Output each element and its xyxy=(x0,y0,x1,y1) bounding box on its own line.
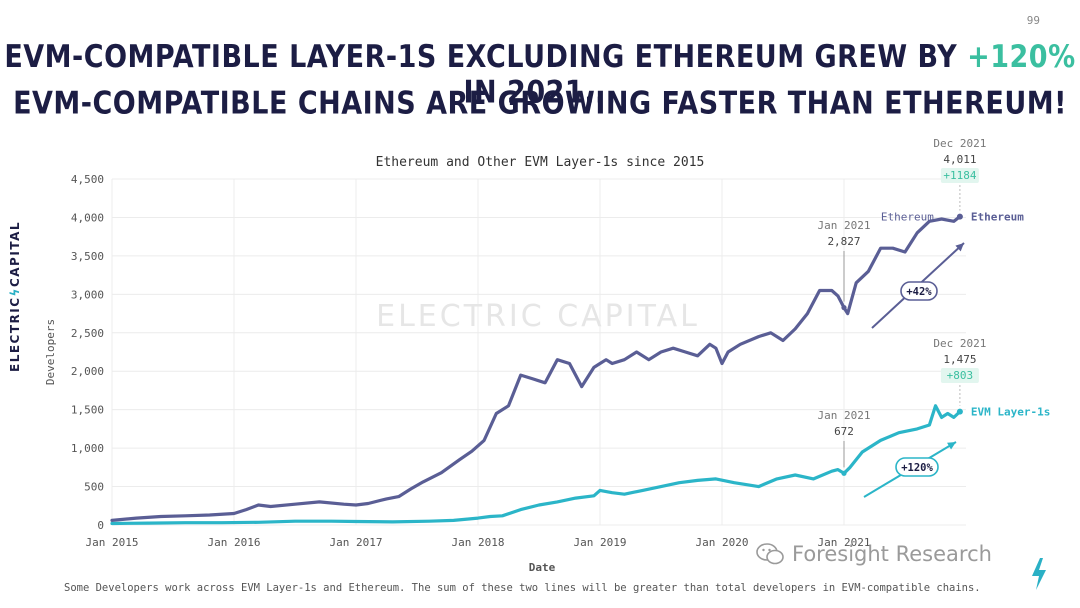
growth-pill xyxy=(895,457,939,477)
y-tick-label: 3,000 xyxy=(71,288,104,301)
annotation-date: Dec 2021 xyxy=(933,337,986,350)
series-end-point xyxy=(956,213,963,220)
annotation-value: 1,475 xyxy=(943,353,976,366)
corner-bolt-icon xyxy=(1032,558,1046,590)
headline-line-1-end: IN 2021... xyxy=(463,75,617,111)
chart-grid xyxy=(111,178,966,526)
annotation-point xyxy=(841,305,847,311)
y-tick-label: 2,500 xyxy=(71,327,104,340)
x-tick-label: Jan 2016 xyxy=(208,536,261,549)
series-end-label: EVM Layer-1s xyxy=(971,406,1050,419)
change-badge xyxy=(940,168,979,183)
headline-line-2: EVM-COMPATIBLE CHAINS ARE GROWING FASTER… xyxy=(13,85,1067,122)
x-axis-label: Date xyxy=(529,561,556,574)
change-badge xyxy=(940,368,979,383)
annotation-value: 2,827 xyxy=(827,235,860,248)
y-axis-ticks: 0 500 1,000 1,500 2,000 2,500 3,000 3,500 4,000 4… xyxy=(71,173,104,532)
change-badge-label: +803 xyxy=(947,369,974,382)
wechat-icon xyxy=(756,543,784,565)
annotation-point xyxy=(841,470,847,476)
x-tick-label: Jan 2015 xyxy=(86,536,139,549)
evm-layer1s-series-line xyxy=(110,404,962,526)
x-tick-label: Jan 2019 xyxy=(574,536,627,549)
annotation-date: Dec 2021 xyxy=(933,137,986,150)
x-tick-label: Jan 2018 xyxy=(452,536,505,549)
footnote: Some Developers work across EVM Layer-1s… xyxy=(64,582,981,594)
annotation-date: Jan 2021 xyxy=(818,409,871,422)
annotation-value: 4,011 xyxy=(943,153,976,166)
headline-accent-percent: +120% xyxy=(967,39,1076,75)
ethereum-series-line xyxy=(110,215,962,523)
series-end-label: Ethereum xyxy=(971,211,1024,224)
series-lines xyxy=(110,215,962,526)
chart-title: Ethereum and Other EVM Layer-1s since 20… xyxy=(376,155,705,170)
growth-arrow-head xyxy=(955,243,964,252)
series-inline-label: Ethereum xyxy=(881,211,934,224)
y-axis-label: Developers xyxy=(44,319,57,385)
growth-pill xyxy=(900,281,938,301)
page-number: 99 xyxy=(1026,14,1040,27)
y-tick-label: 4,500 xyxy=(71,173,104,186)
growth-arrow-head xyxy=(947,442,956,450)
x-tick-label: Jan 2017 xyxy=(330,536,383,549)
annotation-value: 672 xyxy=(834,425,854,438)
growth-pill-label: +42% xyxy=(906,286,932,298)
headline-line-1: EVM-COMPATIBLE LAYER-1S EXCLUDING ETHERE… xyxy=(0,39,1080,110)
y-tick-label: 1,000 xyxy=(71,442,104,455)
electric-capital-watermark: ELECTRIC CAPITAL xyxy=(376,299,700,334)
y-tick-label: 0 xyxy=(97,519,104,532)
x-tick-label: Jan 2020 xyxy=(696,536,749,549)
wechat-watermark: Foresight Research xyxy=(756,542,992,566)
y-tick-label: 4,000 xyxy=(71,211,104,224)
annotation-date: Jan 2021 xyxy=(818,219,871,232)
x-axis-ticks: Jan 2015 Jan 2016 Jan 2017 Jan 2018 Jan 2019… xyxy=(86,536,871,549)
x-tick-label: Jan 2021 xyxy=(818,536,871,549)
change-badge-label: +1184 xyxy=(943,169,976,182)
y-tick-label: 3,500 xyxy=(71,250,104,263)
y-tick-label: 1,500 xyxy=(71,404,104,417)
wechat-account-name: Foresight Research xyxy=(792,542,992,566)
y-tick-label: 2,000 xyxy=(71,365,104,378)
y-tick-label: 500 xyxy=(84,481,104,494)
chart-annotations: Ethereum Ethereum Jan 2021 2,827 Dec 2021 4,0… xyxy=(818,137,1050,498)
series-end-point xyxy=(956,408,963,415)
headline-line-1-start: EVM-COMPATIBLE LAYER-1S EXCLUDING ETHERE… xyxy=(4,39,968,75)
growth-pill-label: +120% xyxy=(901,462,933,474)
